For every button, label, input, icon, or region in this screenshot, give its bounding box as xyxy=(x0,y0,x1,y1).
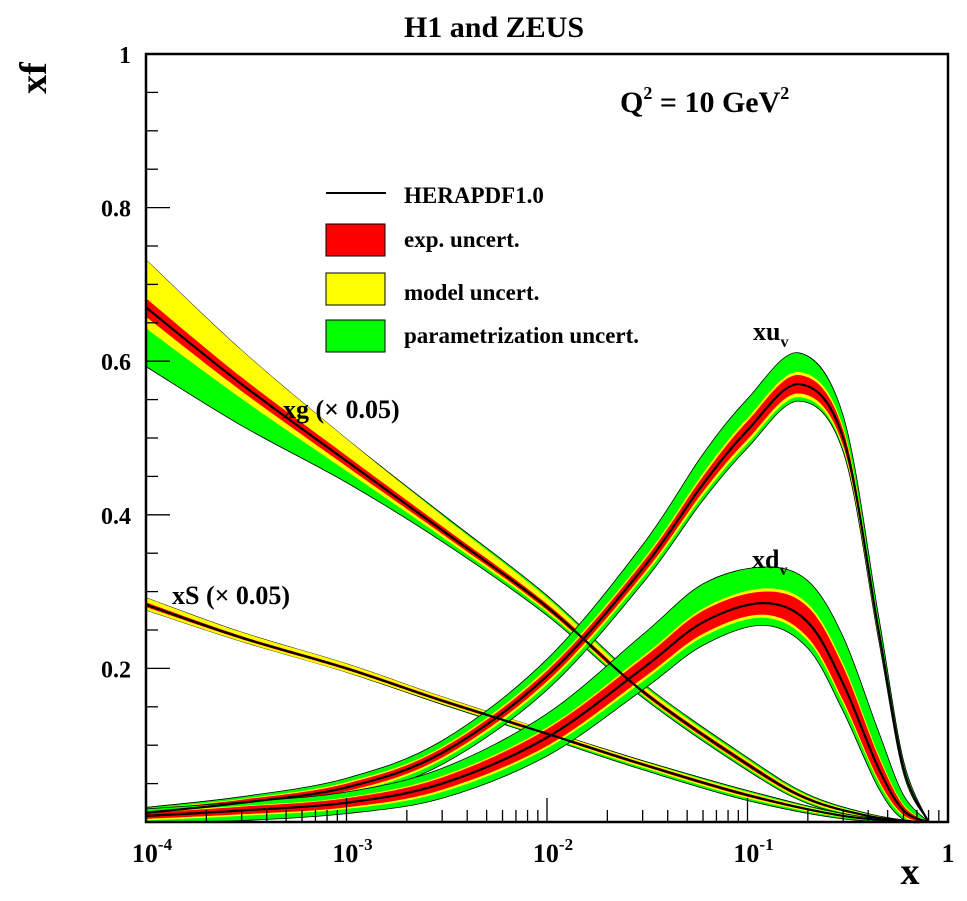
y-tick-label: 0.8 xyxy=(101,197,131,223)
legend-swatch-model xyxy=(325,272,386,306)
q2-annotation-gev-sup: 2 xyxy=(780,83,789,103)
x-tick-label: 10-2 xyxy=(533,835,573,868)
legend-label-param: parametrization uncert. xyxy=(404,323,639,348)
label-xg: xg (× 0.05) xyxy=(283,395,400,424)
tick-labels: 0.2 0.4 0.6 0.8 1 10-4 10-3 10-2 10-1 1 xyxy=(101,43,955,868)
q2-annotation: Q2 = 10 GeV2 xyxy=(620,83,789,119)
legend-label-exp: exp. uncert. xyxy=(404,227,520,252)
x-tick-label: 10-1 xyxy=(733,835,773,868)
x-tick-label: 10-4 xyxy=(132,835,173,868)
label-xuv-main: xu xyxy=(753,317,780,346)
legend-swatch-exp xyxy=(325,223,386,257)
legend: HERAPDF1.0 exp. uncert. model uncert. pa… xyxy=(325,183,639,353)
y-tick-label: 0.2 xyxy=(101,657,131,683)
chart-title: H1 and ZEUS xyxy=(404,11,584,44)
y-tick-label: 0.6 xyxy=(101,350,131,376)
x-tick-label: 10-3 xyxy=(332,835,372,868)
y-axis-label: xf xyxy=(13,61,55,94)
label-xdv-sub: v xyxy=(779,562,787,579)
label-xdv-main: xd xyxy=(752,545,780,574)
legend-label-herapdf: HERAPDF1.0 xyxy=(404,183,544,208)
xd_v-central-line xyxy=(145,601,930,824)
q2-annotation-q: Q xyxy=(620,86,643,119)
label-xuv: xuv xyxy=(753,317,788,351)
central-curves xyxy=(145,306,930,824)
q2-annotation-q-sup: 2 xyxy=(643,83,652,103)
xS-central-line xyxy=(145,603,917,824)
x-tick-label: 1 xyxy=(942,839,955,868)
q2-annotation-mid: = 10 GeV xyxy=(652,86,780,119)
xu_v-central-line xyxy=(145,383,930,823)
axis-ticks xyxy=(145,91,940,822)
xg-central-line xyxy=(145,306,918,824)
y-tick-label: 0.4 xyxy=(101,504,131,530)
plot-frame xyxy=(144,52,950,824)
x-axis-label: x xyxy=(901,851,920,893)
label-xdv: xdv xyxy=(752,545,787,579)
label-xs: xS (× 0.05) xyxy=(172,581,290,610)
legend-label-model: model uncert. xyxy=(404,280,539,305)
y-tick-label: 1 xyxy=(119,43,131,69)
label-xuv-sub: v xyxy=(780,334,788,351)
legend-swatch-param xyxy=(325,319,386,353)
